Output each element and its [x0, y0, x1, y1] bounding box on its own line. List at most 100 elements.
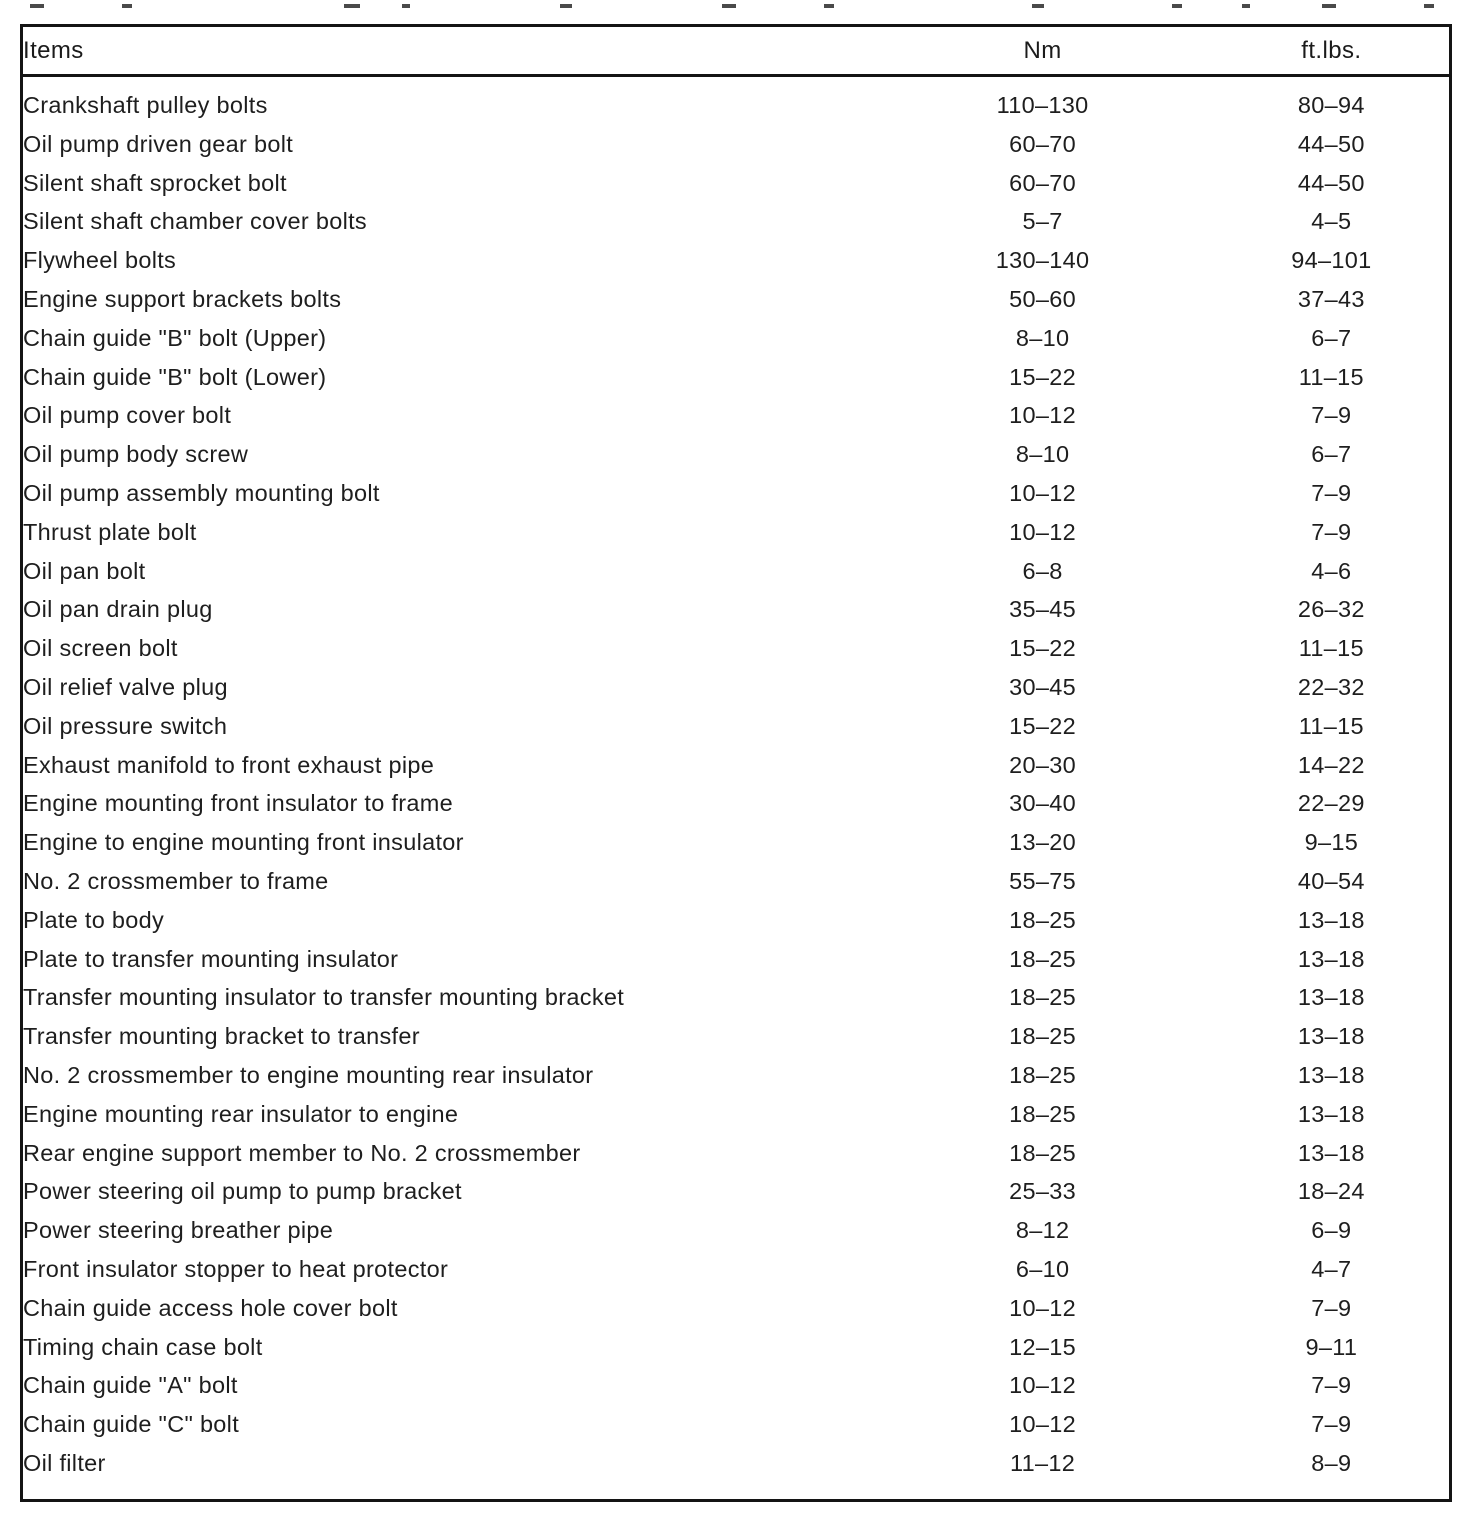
torque-spec-table: Items Nm ft.lbs. Crankshaft pulley bolts… [23, 27, 1449, 1499]
nm-cell: 15–22 [1009, 712, 1077, 739]
ftlbs-cell: 13–18 [1297, 1139, 1365, 1166]
scan-mark [30, 4, 44, 8]
nm-cell: 5–7 [1022, 208, 1063, 235]
item-cell: Chain guide "B" bolt (Upper) [23, 324, 327, 351]
ftlbs-cell: 13–18 [1297, 984, 1365, 1011]
table-row: Oil pump driven gear bolt 60–70 44–50 [23, 125, 1449, 164]
nm-cell: 10–12 [1009, 1372, 1077, 1399]
ftlbs-cell: 4–6 [1311, 557, 1352, 584]
item-cell: Exhaust manifold to front exhaust pipe [23, 751, 435, 778]
nm-cell: 18–25 [1009, 906, 1077, 933]
table-row: Plate to body 18–25 13–18 [23, 901, 1449, 940]
nm-cell: 50–60 [1009, 285, 1077, 312]
nm-cell: 8–10 [1015, 441, 1070, 468]
item-cell: Engine mounting front insulator to frame [23, 790, 454, 817]
nm-cell: 15–22 [1009, 635, 1077, 662]
ftlbs-cell: 7–9 [1311, 1372, 1352, 1399]
ftlbs-cell: 18–24 [1297, 1178, 1365, 1205]
ftlbs-cell: 13–18 [1297, 945, 1365, 972]
item-cell: Chain guide access hole cover bolt [23, 1294, 398, 1321]
table-row: Oil relief valve plug 30–45 22–32 [23, 668, 1449, 707]
table-row: Oil pressure switch 15–22 11–15 [23, 707, 1449, 746]
nm-cell: 8–12 [1015, 1217, 1070, 1244]
nm-cell: 110–130 [996, 92, 1089, 118]
nm-cell: 18–25 [1009, 984, 1077, 1011]
scan-mark [824, 4, 834, 8]
ftlbs-cell: 13–18 [1297, 1061, 1365, 1088]
item-cell: Oil pump assembly mounting bolt [23, 479, 380, 506]
table-header-row: Items Nm ft.lbs. [23, 27, 1449, 77]
table-row: Timing chain case bolt 12–15 9–11 [23, 1328, 1449, 1367]
ftlbs-cell: 22–29 [1297, 790, 1365, 817]
item-cell: Flywheel bolts [23, 247, 177, 274]
ftlbs-cell: 6–7 [1311, 441, 1352, 468]
item-cell: Oil pan bolt [23, 557, 146, 584]
item-cell: Silent shaft sprocket bolt [23, 169, 287, 196]
nm-cell: 15–22 [1009, 363, 1077, 390]
item-cell: Oil pump cover bolt [23, 402, 232, 429]
table-row: Silent shaft sprocket bolt 60–70 44–50 [23, 164, 1449, 203]
nm-cell: 18–25 [1009, 1100, 1077, 1127]
nm-cell: 55–75 [1009, 867, 1077, 894]
nm-cell: 10–12 [1009, 479, 1077, 506]
nm-cell: 6–10 [1015, 1255, 1070, 1282]
nm-cell: 10–12 [1009, 1294, 1077, 1321]
nm-cell: 30–40 [1009, 790, 1077, 817]
ftlbs-cell: 8–9 [1311, 1449, 1352, 1476]
table-row: Engine support brackets bolts 50–60 37–43 [23, 280, 1449, 319]
nm-cell: 130–140 [995, 247, 1090, 274]
item-cell: Engine support brackets bolts [23, 285, 342, 312]
ftlbs-cell: 7–9 [1311, 518, 1352, 545]
table-row: Thrust plate bolt 10–12 7–9 [23, 513, 1449, 552]
table-row: Oil screen bolt 15–22 11–15 [23, 629, 1449, 668]
ftlbs-cell: 9–11 [1305, 1333, 1358, 1360]
ftlbs-cell: 13–18 [1297, 1023, 1365, 1050]
nm-cell: 25–33 [1009, 1178, 1077, 1205]
scan-mark [1424, 4, 1434, 8]
nm-cell: 8–10 [1015, 324, 1070, 351]
ftlbs-cell: 94–101 [1291, 247, 1372, 274]
nm-cell: 10–12 [1009, 518, 1077, 545]
table-row: Chain guide access hole cover bolt 10–12 7… [23, 1289, 1449, 1328]
column-header-nm: Nm [871, 27, 1214, 77]
table-row: Flywheel bolts 130–140 94–101 [23, 241, 1449, 280]
item-cell: Oil screen bolt [23, 635, 178, 662]
scan-mark [1242, 4, 1250, 8]
table-row: No. 2 crossmember to engine mounting rea… [23, 1056, 1449, 1095]
scan-mark [402, 4, 410, 8]
ftlbs-cell: 80–94 [1297, 92, 1365, 118]
scan-mark [1322, 4, 1336, 8]
item-cell: No. 2 crossmember to engine mounting rea… [23, 1061, 594, 1088]
ftlbs-cell: 14–22 [1297, 751, 1365, 778]
table-row: Oil pump body screw 8–10 6–7 [23, 435, 1449, 474]
item-cell: Timing chain case bolt [23, 1333, 263, 1360]
ftlbs-cell: 7–9 [1311, 1411, 1352, 1438]
ftlbs-cell: 11–15 [1298, 363, 1364, 390]
table-row: Power steering oil pump to pump bracket 2… [23, 1172, 1449, 1211]
ftlbs-cell: 9–15 [1304, 829, 1359, 856]
table-row: Engine mounting front insulator to frame… [23, 784, 1449, 823]
ftlbs-cell: 7–9 [1311, 402, 1352, 429]
scan-mark [122, 4, 132, 8]
nm-cell: 35–45 [1009, 596, 1077, 623]
table-row: Oil pan drain plug 35–45 26–32 [23, 590, 1449, 629]
item-cell: Oil pan drain plug [23, 596, 213, 623]
ftlbs-cell: 40–54 [1297, 867, 1365, 894]
scan-mark [344, 4, 360, 8]
item-cell: Thrust plate bolt [23, 518, 197, 545]
ftlbs-cell: 7–9 [1311, 1294, 1352, 1321]
ftlbs-cell: 44–50 [1297, 130, 1365, 157]
nm-cell: 10–12 [1009, 402, 1077, 429]
torque-spec-table-frame: Items Nm ft.lbs. Crankshaft pulley bolts… [20, 24, 1452, 1502]
ftlbs-cell: 6–9 [1311, 1217, 1352, 1244]
nm-cell: 10–12 [1009, 1411, 1077, 1438]
scan-mark [1032, 4, 1044, 8]
ftlbs-cell: 11–15 [1298, 712, 1364, 739]
item-cell: No. 2 crossmember to frame [23, 867, 329, 894]
table-row: Crankshaft pulley bolts 110–130 80–94 [23, 76, 1449, 125]
table-row: Engine mounting rear insulator to engine… [23, 1095, 1449, 1134]
ftlbs-cell: 13–18 [1297, 906, 1365, 933]
table-row: Exhaust manifold to front exhaust pipe 20… [23, 746, 1449, 785]
nm-cell: 60–70 [1009, 169, 1077, 196]
table-row: Oil pan bolt 6–8 4–6 [23, 552, 1449, 591]
